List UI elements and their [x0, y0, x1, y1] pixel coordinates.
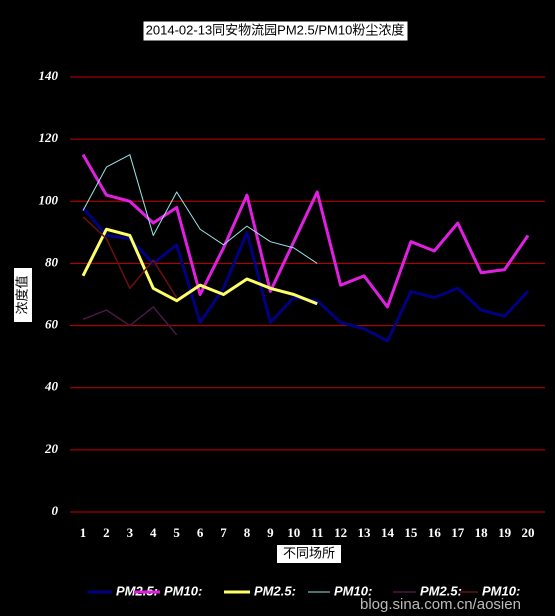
x-tick-label: 8 [244, 525, 251, 540]
legend-label: PM10: [334, 583, 372, 598]
x-tick-label: 9 [267, 525, 274, 540]
y-tick-label: 60 [45, 317, 59, 332]
watermark: blog.sina.com.cn/aosien [360, 596, 521, 613]
series-line [81, 153, 530, 309]
x-tick-label: 14 [381, 525, 395, 540]
series-line [82, 306, 178, 336]
x-tick-label: 13 [358, 525, 372, 540]
series-line [81, 227, 318, 306]
legend-label: PM2.5: [254, 583, 296, 598]
y-tick-label: 120 [39, 130, 59, 145]
x-tick-label: 5 [173, 525, 180, 540]
x-tick-label: 6 [197, 525, 204, 540]
x-tick-label: 15 [404, 525, 418, 540]
x-tick-label: 10 [287, 525, 300, 540]
y-tick-label: 80 [45, 254, 59, 269]
x-tick-label: 20 [522, 525, 535, 540]
x-label-box [277, 545, 341, 563]
y-axis-label: 浓度值 [14, 275, 29, 314]
y-tick-label: 0 [52, 503, 59, 518]
x-tick-label: 18 [475, 525, 489, 540]
x-tick-label: 16 [428, 525, 442, 540]
y-tick-label: 140 [39, 68, 59, 83]
title-box [142, 20, 409, 42]
x-tick-label: 4 [150, 525, 157, 540]
legend-label: PM10: [164, 583, 202, 598]
series-line [82, 154, 318, 264]
x-tick-label: 12 [334, 525, 347, 540]
x-tick-label: 11 [311, 525, 323, 540]
y-tick-label: 100 [39, 192, 59, 207]
x-tick-label: 2 [103, 525, 110, 540]
y-label-box [14, 268, 32, 322]
y-tick-label: 40 [44, 379, 59, 394]
y-tick-label: 20 [44, 441, 59, 456]
x-tick-label: 1 [80, 525, 87, 540]
x-tick-label: 7 [220, 525, 227, 540]
x-tick-label: 19 [498, 525, 512, 540]
series-line [82, 216, 178, 299]
x-axis-label: 不同场所 [283, 545, 335, 560]
chart-title: 2014-02-13同安物流园PM2.5/PM10粉尘浓度 [146, 22, 405, 37]
legend-label: PM10: [482, 583, 520, 598]
x-tick-label: 17 [451, 525, 465, 540]
legend-label: PM2.5: [420, 583, 462, 598]
x-tick-label: 3 [127, 525, 134, 540]
